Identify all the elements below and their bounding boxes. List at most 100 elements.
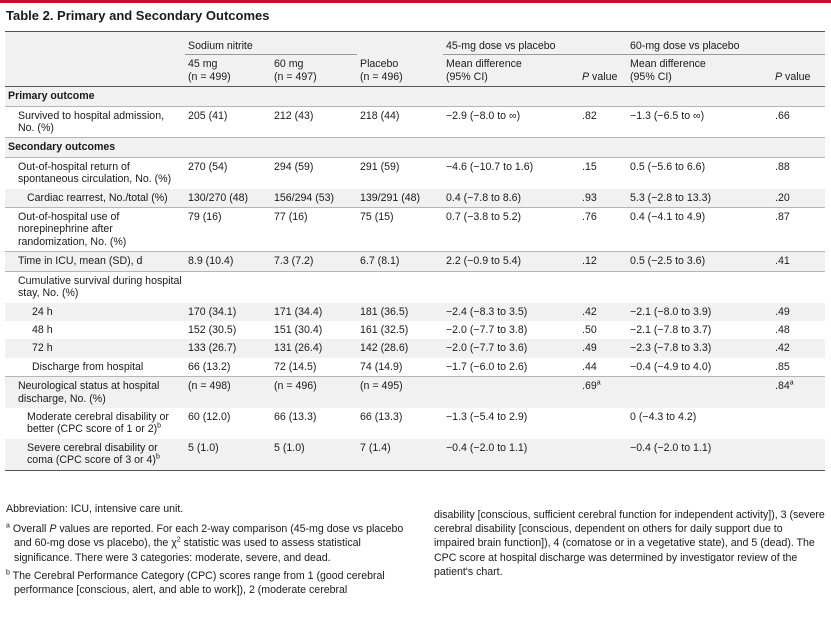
header-60mg: 60 mg (n = 497)	[271, 54, 357, 87]
header-md-label: Mean difference	[630, 58, 706, 71]
cell-md-45: 0.4 (−7.8 to 8.6)	[443, 188, 579, 208]
header-empty-cell	[357, 31, 443, 55]
footnote-mark-a: a	[789, 379, 794, 387]
row-label: Severe cerebral disability or coma (CPC …	[5, 438, 185, 471]
cell-placebo: 75 (15)	[357, 207, 443, 252]
table-row: Time in ICU, mean (SD), d 8.9 (10.4) 7.3…	[5, 251, 826, 272]
row-label: 72 h	[5, 339, 185, 358]
footnote-a-text-3: statistic was used to assess statistical…	[14, 537, 361, 564]
table-row: Out-of-hospital return of spontaneous ci…	[5, 156, 826, 189]
table-row: Discharge from hospital 66 (13.2) 72 (14…	[5, 358, 825, 377]
header-group-sodium-nitrite: Sodium nitrite	[185, 31, 357, 56]
header-md-ci: (95% CI)	[446, 70, 488, 83]
header-md-45: Mean difference (95% CI)	[443, 54, 579, 87]
cell-60mg: 294 (59)	[271, 156, 357, 189]
cell-45mg: 5 (1.0)	[185, 438, 271, 471]
header-45mg-label: 45 mg	[188, 58, 218, 71]
cell-45mg: 8.9 (10.4)	[185, 251, 271, 272]
footnote-b-body: b The Cerebral Performance Category (CPC…	[6, 569, 416, 597]
cell-p-60-empty	[765, 438, 826, 471]
row-label: 48 h	[32, 323, 53, 336]
cell-60mg: 151 (30.4)	[274, 323, 323, 336]
header-md-60: Mean difference (95% CI)	[627, 54, 766, 87]
cell-p-45: .49	[579, 339, 628, 358]
cell-p-60: .88	[765, 156, 826, 189]
cell-md-45: −1.3 (−5.4 to 2.9)	[446, 410, 528, 423]
cell-p-60: .66	[765, 105, 826, 138]
cell-60mg: 131 (26.4)	[271, 339, 357, 358]
empty-cells	[185, 270, 826, 303]
cell-45mg: (n = 498)	[185, 376, 271, 408]
cell-45mg: 133 (26.7)	[185, 339, 271, 358]
cell-60mg: 212 (43)	[271, 105, 357, 138]
header-45mg: 45 mg (n = 499)	[185, 54, 271, 87]
cell-md-60: 0 (−4.3 to 4.2)	[630, 410, 697, 423]
footnote-a-p-italic: P	[49, 523, 57, 536]
cell-45mg: 152 (30.5)	[188, 323, 237, 336]
cell-placebo: 7 (1.4)	[357, 438, 443, 471]
row-label: Discharge from hospital	[32, 360, 144, 373]
header-60mg-label: 60 mg	[274, 58, 304, 71]
section-label: Secondary outcomes	[5, 137, 826, 158]
footnote-a-text-1: Overall	[9, 523, 50, 536]
header-md-ci: (95% CI)	[630, 70, 672, 83]
cell-p-45: .15	[579, 156, 628, 189]
table-header: Sodium nitrite 45-mg dose vs placebo 60-…	[5, 31, 826, 87]
header-p-45: P value	[579, 54, 628, 87]
footnote-mark-a: a	[596, 379, 601, 387]
table-row: Cardiac rearrest, No./total (%) 130/270 …	[5, 188, 826, 208]
header-empty-cell	[5, 31, 185, 55]
cell-p-60: .87	[765, 207, 826, 252]
cell-md-60: −2.1 (−7.8 to 3.7)	[630, 323, 712, 336]
cell-md-45: −2.0 (−7.7 to 3.6)	[443, 339, 579, 358]
cell-45mg: 79 (16)	[185, 207, 271, 252]
cell-placebo: 161 (32.5)	[360, 323, 409, 336]
table-row: 48 h 152 (30.5) 151 (30.4) 161 (32.5) −2…	[5, 321, 825, 339]
header-p-60: P value	[765, 54, 826, 87]
footnote-b-mark: b	[6, 569, 10, 577]
cell-md-45: −2.4 (−8.3 to 3.5)	[443, 302, 579, 321]
cell-60mg: 72 (14.5)	[274, 360, 317, 373]
footnote-b-text: The Cerebral Performance Category (CPC) …	[9, 569, 385, 597]
table-title: Table 2. Primary and Secondary Outcomes	[6, 8, 270, 23]
footnote-b: b The Cerebral Performance Category (CPC…	[6, 569, 416, 597]
cell-placebo: 218 (44)	[357, 105, 443, 138]
header-placebo-label: Placebo	[360, 58, 399, 71]
cell-p-45: .50	[582, 323, 597, 336]
footnote-mark-b: b	[157, 422, 162, 430]
outcomes-table-container: Sodium nitrite 45-mg dose vs placebo 60-…	[5, 31, 826, 471]
cell-md-60: −1.3 (−6.5 to ∞)	[627, 105, 766, 138]
cell-p-45: .12	[579, 251, 628, 272]
header-md-label: Mean difference	[446, 58, 522, 71]
header-p-italic: P	[775, 70, 783, 83]
cell-p-60: .85	[775, 360, 790, 373]
cell-md-60: 0.5 (−2.5 to 3.6)	[627, 251, 766, 272]
table-row: Survived to hospital admission, No. (%) …	[5, 105, 826, 138]
cell-md-45: 2.2 (−0.9 to 5.4)	[443, 251, 579, 272]
cell-md-60: 0.4 (−4.1 to 4.9)	[627, 207, 766, 252]
cell-placebo: 142 (28.6)	[357, 339, 443, 358]
cell-p-45: .42	[579, 302, 628, 321]
top-accent-rule	[0, 0, 831, 3]
cell-placebo: 6.7 (8.1)	[357, 251, 443, 272]
footnote-a-text-2: values are reported. For each 2-way comp…	[14, 523, 404, 550]
row-label-text: Severe cerebral disability or coma (CPC …	[27, 441, 158, 467]
footnote-a-mark: a	[6, 522, 10, 530]
cell-60mg: 7.3 (7.2)	[271, 251, 357, 272]
header-placebo-n: (n = 496)	[360, 70, 403, 83]
cell-p-45: .76	[579, 207, 628, 252]
footnote-a: a Overall P values are reported. For eac…	[6, 522, 416, 565]
header-placebo: Placebo (n = 496)	[357, 54, 443, 87]
cell-placebo: 66 (13.3)	[360, 410, 403, 423]
footnotes-column-left: Abbreviation: ICU, intensive care unit. …	[6, 502, 416, 601]
cell-45mg: 270 (54)	[185, 156, 271, 189]
section-label: Primary outcome	[5, 86, 826, 107]
cell-45mg: 170 (34.1)	[185, 302, 271, 321]
footnote-a-body: a Overall P values are reported. For eac…	[6, 522, 416, 565]
p-value: .69	[582, 380, 597, 393]
header-empty-cell	[5, 54, 185, 87]
row-label: 24 h	[5, 302, 185, 321]
cell-md-60: −2.1 (−8.0 to 3.9)	[627, 302, 766, 321]
cell-p-45: .44	[582, 360, 597, 373]
row-label: Out-of-hospital return of spontaneous ci…	[5, 156, 185, 189]
